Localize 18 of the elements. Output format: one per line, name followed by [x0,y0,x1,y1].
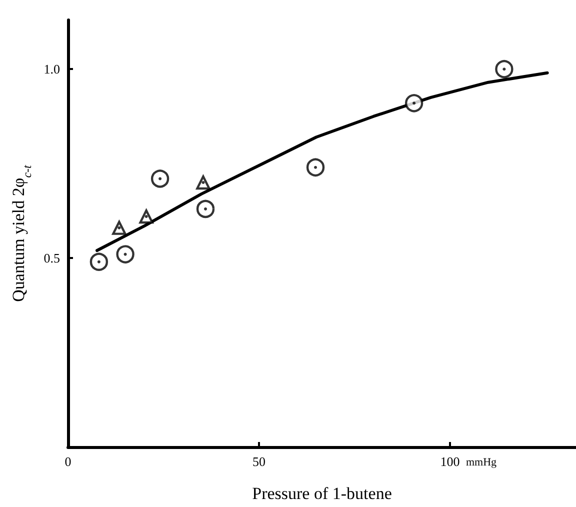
y-tick-label: 1.0 [44,62,60,77]
point [404,94,424,112]
y-tick-label: 0.5 [44,250,60,266]
point [139,209,154,224]
point [90,252,108,271]
x-tick-label: 100 [440,454,460,469]
y-axis-title: Quantum yield 2φc-t [8,164,34,302]
point [196,200,215,218]
point [116,245,134,264]
point [196,175,210,190]
text: mmHg [466,456,498,468]
x-tick-label: 0 [64,454,72,469]
x-tick-label: 50 [252,454,266,469]
point [495,60,514,78]
x-axis-title: Pressure of 1-butene [252,484,392,503]
point [112,220,126,235]
point [150,170,170,188]
point [306,158,325,176]
